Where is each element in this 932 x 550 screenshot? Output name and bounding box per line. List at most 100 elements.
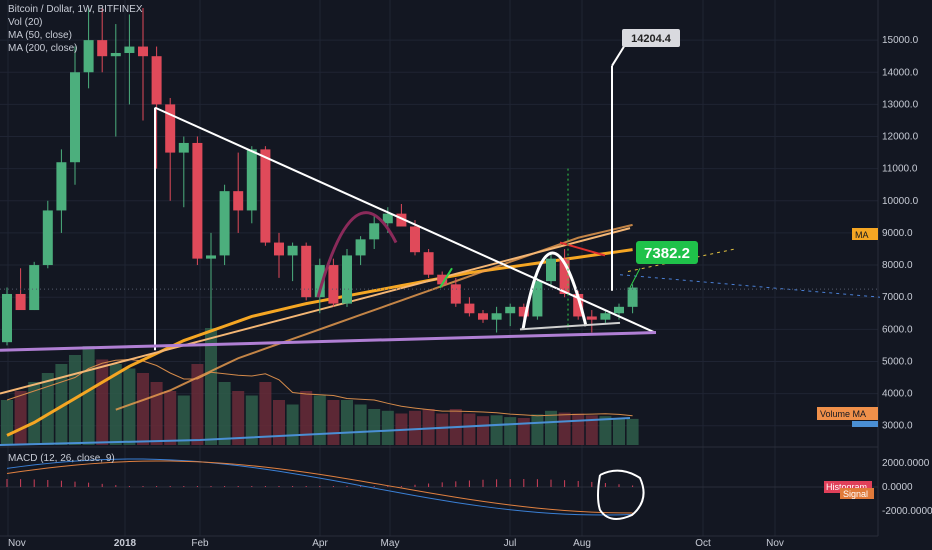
price-tick-label: 13000.0 [882,99,919,110]
candle-body [600,313,611,320]
volume-bar [517,418,530,445]
volume-bar [477,416,489,445]
time-tick-label: Aug [573,538,591,549]
volume-bar [55,364,68,445]
volume-ma-tag: Volume MA [820,409,866,419]
candle-body [138,46,148,57]
candle-body [192,142,203,259]
price-tick-label: 15000.0 [882,35,919,46]
price-tick-label: 12000.0 [882,132,919,143]
volume-bar [218,382,231,445]
price-tick-label: 9000.0 [882,228,913,239]
volume-bar [327,400,340,445]
volume-bar [259,382,272,445]
target-label-box [622,29,680,47]
signal-line [6,460,633,514]
volume-bar [41,373,54,445]
volume-bar [463,413,476,445]
ma-tag: MA [855,230,869,240]
legend-volume: Vol (20) [8,17,43,28]
candle-body [56,162,67,211]
volume-bar [490,415,503,445]
volume-bar [599,416,612,445]
candle-body [627,287,638,307]
candle-body [505,306,516,314]
volume-bar [381,410,394,445]
candle-body [614,306,624,314]
candle-body [246,149,257,211]
candle-body [165,104,176,153]
volume-trend-line [0,417,631,446]
time-tick-label: Oct [695,538,711,549]
projection-line [619,274,881,298]
volume-bar [109,364,122,445]
candle-body [219,191,230,256]
volume-bar [572,413,585,445]
volume-ma-line [6,358,633,417]
volume-bar [341,400,353,445]
candle-body [464,303,475,314]
time-tick-label: May [381,538,400,549]
candle-body [29,265,40,311]
legend-ma50: MA (50, close) [8,30,72,41]
green-tick [439,267,453,289]
candle-body [518,306,529,317]
time-tick-label: Feb [191,538,209,549]
candle-body [83,40,94,73]
volume-bar [531,414,544,445]
legend-ma200: MA (200, close) [8,43,78,54]
candle-body [410,226,420,253]
current-label: 7382.2 [644,245,690,262]
price-tick-label: 5000.0 [882,356,913,367]
volume-bar [232,391,245,445]
candle-body [15,293,26,311]
current-leader [629,268,641,288]
hand-drawn-circle [597,469,645,520]
macd-tick-label: 2000.0000 [882,458,930,469]
candle-body [491,313,502,320]
candle-body [314,265,325,298]
volume-bar [504,417,517,445]
candle-body [355,239,366,256]
candle-body [301,245,312,298]
volume-bar [28,382,41,445]
volume-bar [191,364,204,445]
candle-body [124,46,135,53]
current-label-box [636,241,698,264]
candle-body [42,210,53,266]
price-tick-label: 11000.0 [882,164,918,175]
signal-tag: Signal [843,489,868,499]
volume-bar [137,373,149,445]
support-line [0,331,657,352]
volume-bar [545,410,557,445]
volume-bar [245,395,258,445]
candle-body [70,72,80,163]
signal-tag-box [840,488,874,499]
candle-body [437,274,448,285]
projection-line-yellow [627,248,736,272]
upper-trendline [0,227,631,395]
candle-body [328,265,339,304]
candle-body [233,191,244,211]
candle-body [478,313,488,320]
chart-legend: Bitcoin / Dollar, 1W, BITFINEX Vol (20) … [8,3,142,55]
cup-base-line [519,321,621,331]
volume-bar [436,413,449,445]
volume-bar [286,404,299,445]
volume-bar [422,409,435,445]
candle-body [396,213,407,227]
volume-bar [164,391,177,445]
volume-bar [613,418,625,445]
descending-trendline [154,106,656,334]
candle-body [573,293,584,317]
price-tick-label: 3000.0 [882,421,913,432]
time-tick-label: Nov [766,538,784,549]
price-tick-label: 6000.0 [882,324,913,335]
volume-bar [14,391,27,445]
target-label: 14204.4 [631,33,672,45]
time-tick-label: 2018 [114,538,137,549]
candle-body [586,316,597,320]
candle-body [97,40,108,57]
time-tick-label: Nov [8,538,26,549]
